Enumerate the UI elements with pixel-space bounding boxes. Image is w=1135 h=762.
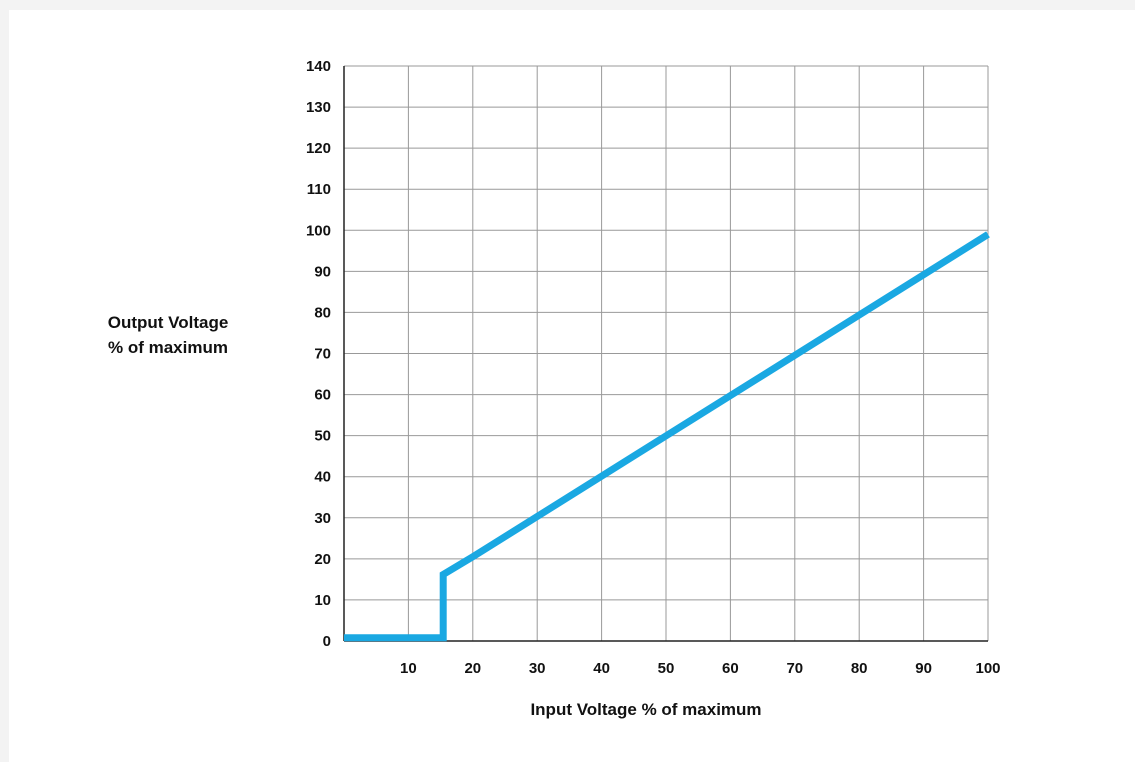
y-tick-label-10: 10 <box>314 592 331 609</box>
y-tick-label-40: 40 <box>314 469 331 486</box>
x-tick-label-40: 40 <box>593 660 610 677</box>
y-tick-label-100: 100 <box>306 222 331 239</box>
y-axis-title-line-1: Output Voltage <box>108 313 229 332</box>
x-tick-label-30: 30 <box>529 660 546 677</box>
x-tick-label-100: 100 <box>975 660 1000 677</box>
series <box>344 231 990 642</box>
y-tick-labels: 0 10 20 30 40 50 60 70 80 90 100 110 120 130 140 <box>306 58 331 650</box>
axes <box>343 66 988 642</box>
y-tick-label-140: 140 <box>306 58 331 75</box>
y-tick-label-0: 0 <box>323 633 331 650</box>
x-tick-label-50: 50 <box>658 660 675 677</box>
y-tick-label-130: 130 <box>306 99 331 116</box>
x-tick-label-20: 20 <box>464 660 481 677</box>
x-tick-labels: 10 20 30 40 50 60 70 80 90 100 <box>400 660 1000 677</box>
y-tick-label-70: 70 <box>314 346 331 363</box>
x-tick-label-60: 60 <box>722 660 739 677</box>
x-tick-label-90: 90 <box>915 660 932 677</box>
series-line-0 <box>344 231 990 642</box>
y-tick-label-110: 110 <box>307 181 331 198</box>
y-axis-title-line-2: % of maximum <box>108 338 228 357</box>
x-tick-label-70: 70 <box>786 660 803 677</box>
chart-card <box>9 10 1135 762</box>
x-axis-title: Input Voltage % of maximum <box>530 700 761 719</box>
x-tick-label-80: 80 <box>851 660 868 677</box>
y-tick-label-80: 80 <box>314 304 331 321</box>
y-tick-label-90: 90 <box>314 263 331 280</box>
y-tick-label-120: 120 <box>306 140 331 157</box>
y-tick-label-30: 30 <box>314 510 331 527</box>
y-tick-label-50: 50 <box>314 428 331 445</box>
y-tick-label-20: 20 <box>314 551 331 568</box>
x-tick-label-10: 10 <box>400 660 417 677</box>
grid <box>344 65 989 641</box>
y-tick-label-60: 60 <box>314 387 331 404</box>
